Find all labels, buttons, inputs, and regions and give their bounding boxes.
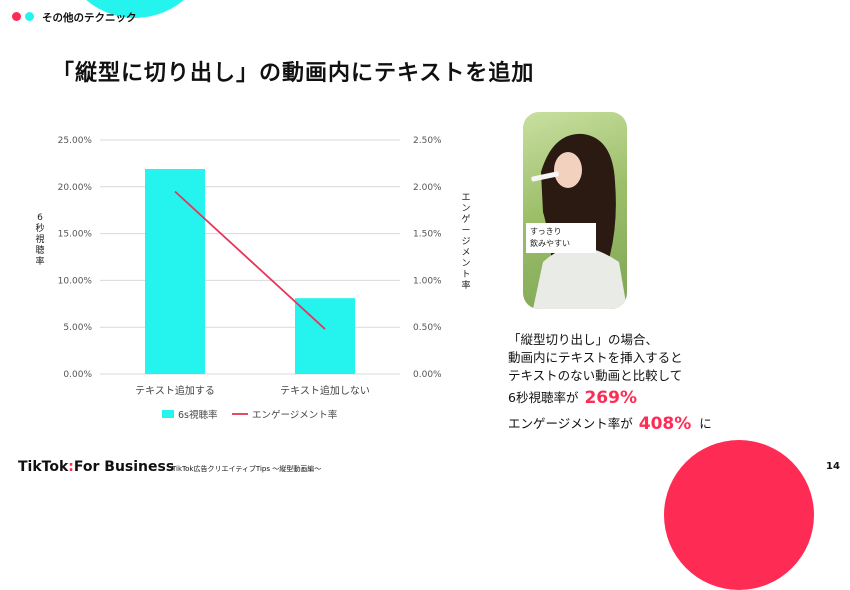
y-left-tick-label: 10.00% [58, 276, 93, 286]
y-right-axis-title-char: ー [461, 226, 470, 236]
y-left-tick-label: 15.00% [58, 230, 93, 240]
y-right-axis-title-char: ン [461, 259, 470, 269]
summary-line-2: 動画内にテキストを挿入すると [508, 349, 712, 367]
y-right-axis-title-char: ト [461, 270, 470, 280]
logo-sub: For Business [74, 459, 174, 475]
product-photo [523, 112, 627, 309]
stat-engagement-value: 408% [639, 415, 692, 433]
section-dots [12, 12, 34, 21]
photo-caption: すっきり 飲みやすい [526, 223, 596, 253]
stat-view-rate-label: 6秒視聴率が [508, 389, 578, 407]
legend-line-label: エンゲージメント率 [252, 409, 338, 421]
y-right-tick-label: 0.00% [413, 370, 442, 380]
y-right-axis-title-char: エ [461, 193, 470, 203]
y-right-tick-label: 1.50% [413, 230, 442, 240]
y-right-tick-label: 2.00% [413, 183, 442, 193]
summary-text: 「縦型切り出し」の場合、 動画内にテキストを挿入すると テキストのない動画と比較… [508, 331, 712, 437]
stat-view-rate-value: 269% [584, 389, 637, 407]
y-right-axis-title-char: ン [461, 204, 470, 214]
y-right-tick-label: 1.00% [413, 276, 442, 286]
y-right-axis-title-char: ゲ [461, 213, 470, 225]
bar-1 [145, 169, 205, 374]
cyan-dot [25, 12, 34, 21]
y-left-tick-label: 5.00% [63, 323, 92, 333]
page-title: 「縦型に切り出し」の動画内にテキストを追加 [52, 55, 534, 87]
x-category-label: テキスト追加しない [280, 384, 370, 397]
y-left-axis-title-char: 率 [35, 255, 44, 267]
tiktok-for-business-logo: TikTok:For Business [18, 459, 174, 475]
y-left-axis-title-char: 6 [37, 213, 43, 223]
combo-chart: 0.00% 0.00% 5.00% 0.50% 10.00% 1.00% 15.00% 1.5… [0, 120, 500, 430]
y-right-axis-title-char: 率 [461, 279, 470, 291]
decorative-circle-bottom [664, 440, 814, 590]
stat-engagement-label: エンゲージメント率が [508, 415, 633, 433]
pink-dot [12, 12, 21, 21]
y-right-axis-title-char: メ [461, 248, 470, 258]
legend-bar-label: 6s視聴率 [178, 409, 218, 421]
y-left-tick-label: 0.00% [63, 370, 92, 380]
y-left-tick-label: 25.00% [58, 136, 93, 146]
y-left-axis-title-char: 秒 [35, 222, 44, 234]
legend-bar-swatch [162, 410, 174, 418]
y-right-axis-title-char: ジ [461, 237, 470, 247]
y-right-tick-label: 0.50% [413, 323, 442, 333]
x-category-label: テキスト追加する [135, 384, 215, 397]
section-label: その他のテクニック [42, 10, 137, 25]
page-number: 14 [826, 461, 840, 472]
y-right-tick-label: 2.50% [413, 136, 442, 146]
summary-line-3: テキストのない動画と比較して [508, 367, 712, 385]
y-left-tick-label: 20.00% [58, 183, 93, 193]
stat-engagement-suffix: に [699, 415, 712, 433]
woman-drinking-illustration [523, 112, 627, 309]
logo-main: TikTok [18, 459, 68, 475]
summary-line-1: 「縦型切り出し」の場合、 [508, 331, 712, 349]
stat-engagement-rate: エンゲージメント率が 408% に [508, 411, 712, 437]
footer-subtitle: TikTok広告クリエイティブTips 〜縦型動画編〜 [172, 464, 321, 474]
y-left-axis-title-char: 視 [35, 233, 44, 245]
y-left-axis-title-char: 聴 [35, 245, 44, 256]
stat-view-rate: 6秒視聴率が 269% [508, 385, 712, 411]
